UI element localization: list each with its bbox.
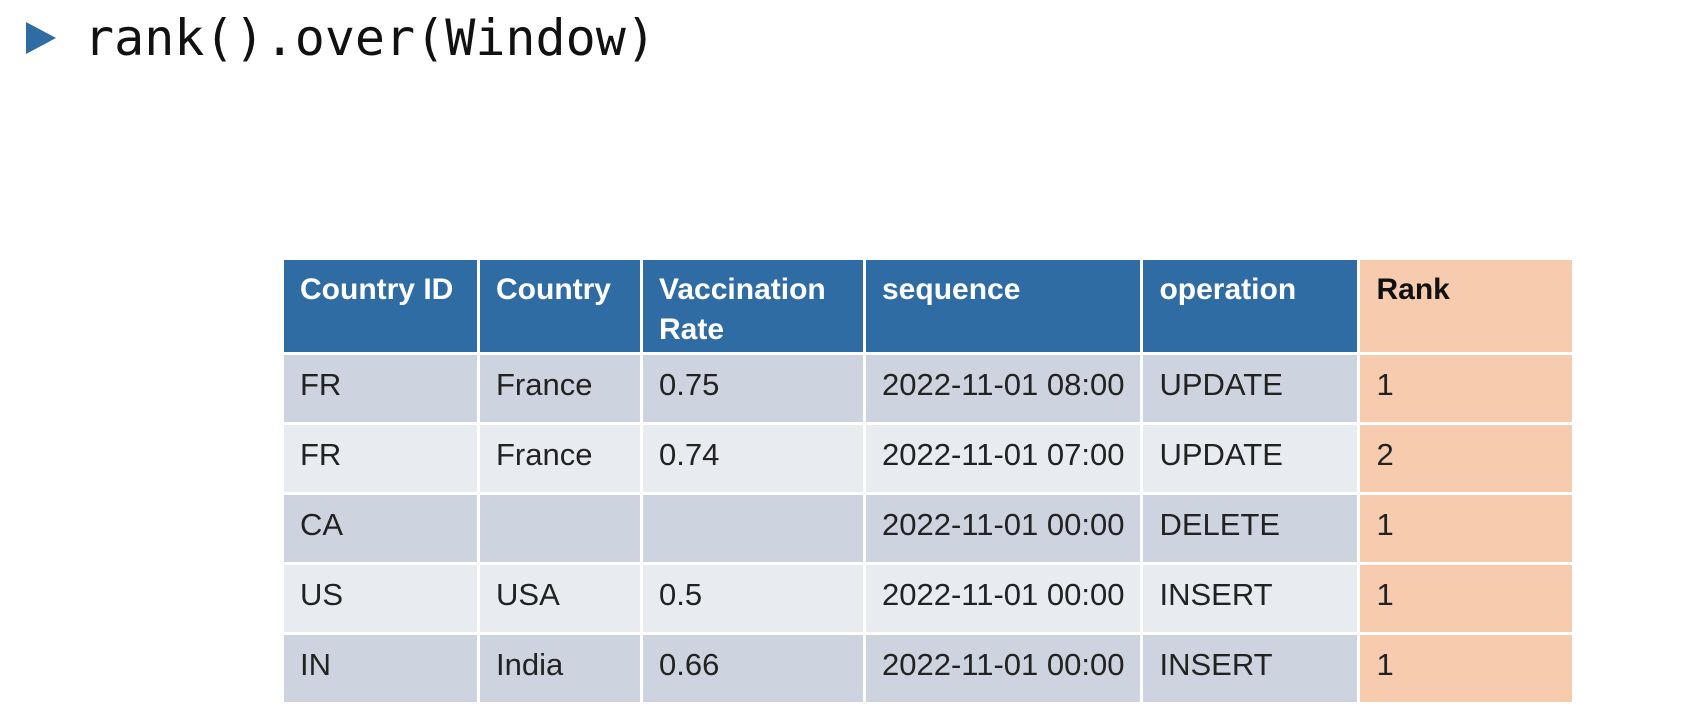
cell-vaccination-rate: 0.74 — [643, 425, 863, 492]
table-header-row: Country ID Country Vaccination Rate sequ… — [284, 260, 1573, 352]
header-vaccination-rate: Vaccination Rate — [643, 260, 863, 352]
table-row: FR France 0.75 2022-11-01 08:00 UPDATE 1 — [284, 355, 1573, 422]
cell-vaccination-rate: 0.75 — [643, 355, 863, 422]
cell-country-id: CA — [284, 495, 477, 562]
cell-vaccination-rate: 0.66 — [643, 635, 863, 702]
table-row: FR France 0.74 2022-11-01 07:00 UPDATE 2 — [284, 425, 1573, 492]
cell-vaccination-rate — [643, 495, 863, 562]
cell-operation: INSERT — [1143, 635, 1358, 702]
cell-sequence: 2022-11-01 00:00 — [866, 495, 1141, 562]
cell-rank: 1 — [1360, 495, 1573, 562]
cell-vaccination-rate: 0.5 — [643, 565, 863, 632]
cell-rank: 2 — [1360, 425, 1573, 492]
cell-sequence: 2022-11-01 00:00 — [866, 635, 1141, 702]
header-country-id: Country ID — [284, 260, 477, 352]
cell-country-id: IN — [284, 635, 477, 702]
header-country: Country — [480, 260, 640, 352]
header-sequence: sequence — [866, 260, 1141, 352]
triangle-right-icon — [24, 18, 60, 58]
cell-country-id: FR — [284, 425, 477, 492]
cell-operation: INSERT — [1143, 565, 1358, 632]
cell-country: India — [480, 635, 640, 702]
table-row: IN India 0.66 2022-11-01 00:00 INSERT 1 — [284, 635, 1573, 702]
cell-country — [480, 495, 640, 562]
slide-title: rank().over(Window) — [24, 8, 656, 68]
cell-country: France — [480, 355, 640, 422]
table-row: US USA 0.5 2022-11-01 00:00 INSERT 1 — [284, 565, 1573, 632]
cell-operation: UPDATE — [1143, 355, 1358, 422]
cell-rank: 1 — [1360, 565, 1573, 632]
table-row: CA 2022-11-01 00:00 DELETE 1 — [284, 495, 1573, 562]
title-code-text: rank().over(Window) — [84, 9, 656, 67]
cell-sequence: 2022-11-01 00:00 — [866, 565, 1141, 632]
data-table: Country ID Country Vaccination Rate sequ… — [281, 257, 1575, 705]
header-operation: operation — [1143, 260, 1358, 352]
cell-sequence: 2022-11-01 08:00 — [866, 355, 1141, 422]
cell-operation: DELETE — [1143, 495, 1358, 562]
cell-country: USA — [480, 565, 640, 632]
cell-country: France — [480, 425, 640, 492]
cell-rank: 1 — [1360, 635, 1573, 702]
cell-operation: UPDATE — [1143, 425, 1358, 492]
cell-country-id: FR — [284, 355, 477, 422]
cell-sequence: 2022-11-01 07:00 — [866, 425, 1141, 492]
cell-country-id: US — [284, 565, 477, 632]
header-rank: Rank — [1360, 260, 1573, 352]
cell-rank: 1 — [1360, 355, 1573, 422]
